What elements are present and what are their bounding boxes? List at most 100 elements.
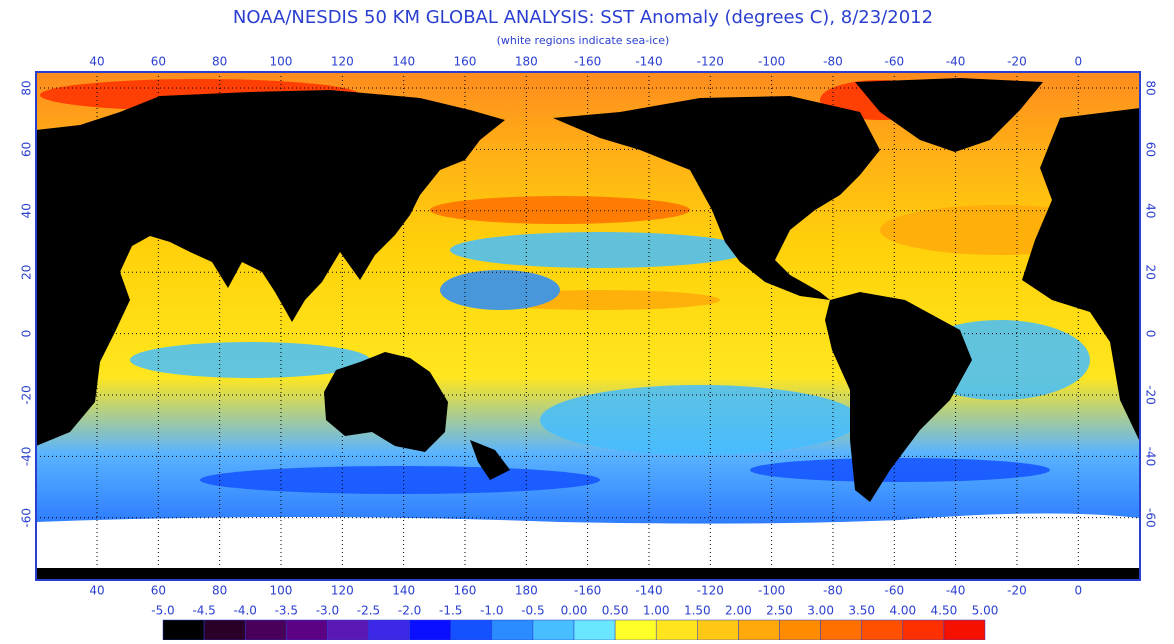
land	[36, 78, 1140, 502]
longitude-label-bottom: -120	[697, 584, 724, 598]
longitude-label-top: -60	[884, 55, 904, 69]
longitude-label-top: 180	[515, 55, 538, 69]
sea-ice	[36, 513, 1140, 580]
longitude-label-top: 120	[331, 55, 354, 69]
longitude-label-top: 80	[212, 55, 227, 69]
colorbar-swatch	[286, 619, 328, 641]
longitude-label-bottom: -100	[758, 584, 785, 598]
colorbar-swatch	[738, 619, 780, 641]
colorbar-label: -1.5	[439, 604, 462, 618]
colorbar-swatch	[614, 619, 657, 641]
longitude-label-bottom: 100	[270, 584, 293, 598]
colorbar-label: 4.50	[931, 604, 958, 618]
colorbar-swatch	[409, 619, 451, 641]
longitude-label-bottom: 140	[392, 584, 415, 598]
latitude-label-left: 20	[20, 265, 34, 280]
latitude-label-right: -40	[1144, 447, 1158, 467]
longitude-label-top: -20	[1007, 55, 1027, 69]
latitude-label-left: -20	[20, 385, 34, 405]
colorbar-label: -5.0	[151, 604, 174, 618]
latitude-label-right: -60	[1144, 508, 1158, 528]
longitude-label-top: -100	[758, 55, 785, 69]
latitude-label-right: 40	[1144, 203, 1158, 218]
colorbar-label: -2.0	[398, 604, 421, 618]
colorbar-swatch	[532, 619, 575, 641]
longitude-label-top: -160	[574, 55, 601, 69]
colorbar-label: 2.00	[725, 604, 752, 618]
longitude-label-top: -120	[697, 55, 724, 69]
longitude-label-bottom: -60	[884, 584, 904, 598]
latitude-label-right: 20	[1144, 265, 1158, 280]
longitude-label-top: 100	[270, 55, 293, 69]
colorbar-label: -4.0	[233, 604, 256, 618]
latitude-label-right: -20	[1144, 385, 1158, 405]
latitude-label-left: 60	[20, 142, 34, 157]
longitude-label-bottom: 160	[454, 584, 477, 598]
colorbar-swatch	[779, 619, 821, 641]
colorbar-swatch	[162, 619, 205, 641]
colorbar-swatch	[450, 619, 493, 641]
longitude-label-bottom: -40	[946, 584, 966, 598]
colorbar-swatch	[491, 619, 534, 641]
colorbar-label: -0.5	[521, 604, 544, 618]
longitude-label-bottom: 180	[515, 584, 538, 598]
title: NOAA/NESDIS 50 KM GLOBAL ANALYSIS: SST A…	[233, 7, 933, 28]
latitude-label-left: -60	[20, 508, 34, 528]
colorbar-label: -4.5	[192, 604, 215, 618]
longitude-label-bottom: 60	[151, 584, 166, 598]
longitude-label-bottom: 0	[1074, 584, 1082, 598]
longitude-label-bottom: 80	[212, 584, 227, 598]
colorbar-label: 0.00	[561, 604, 588, 618]
colorbar-label: 4.00	[889, 604, 916, 618]
latitude-label-left: 40	[20, 203, 34, 218]
map-image	[36, 72, 1140, 580]
latitude-label-left: 0	[20, 330, 34, 338]
longitude-label-top: 160	[454, 55, 477, 69]
colorbar-swatch	[368, 619, 410, 641]
colorbar-label: 2.50	[766, 604, 793, 618]
latitude-label-left: 80	[20, 80, 34, 95]
latitude-label-right: 60	[1144, 142, 1158, 157]
longitude-label-top: 40	[89, 55, 104, 69]
colorbar-swatch	[244, 619, 287, 641]
longitude-label-top: 0	[1074, 55, 1082, 69]
colorbar-label: 1.00	[643, 604, 670, 618]
longitude-label-top: 60	[151, 55, 166, 69]
colorbar-swatch	[573, 619, 616, 641]
colorbar-swatch	[943, 619, 986, 641]
map-frame	[35, 71, 1141, 581]
colorbar: -5.0 -4.5 -4.0 -3.5 -3.0 -2.5 -2.0 -1.5 -1.0 -0.5…	[151, 604, 998, 641]
colorbar-label: 1.50	[684, 604, 711, 618]
latitude-label-left: -40	[20, 447, 34, 467]
colorbar-swatch	[327, 619, 369, 641]
longitude-label-top: -80	[823, 55, 843, 69]
axis-labels: 40 40 60 60 80 80 100 100 120 120 140 140 160 160 180 1…	[20, 55, 1158, 598]
colorbar-label: -3.5	[275, 604, 298, 618]
colorbar-swatch	[820, 619, 862, 641]
colorbar-label: -1.0	[480, 604, 503, 618]
graticule	[36, 72, 1140, 580]
antarctica	[36, 568, 1140, 580]
longitude-label-bottom: 40	[89, 584, 104, 598]
colorbar-label: 0.50	[602, 604, 629, 618]
colorbar-label: -2.5	[357, 604, 380, 618]
colorbar-label: 3.50	[848, 604, 875, 618]
colorbar-swatch	[902, 619, 945, 641]
longitude-label-top: -140	[635, 55, 662, 69]
colorbar-label: -3.0	[316, 604, 339, 618]
longitude-label-bottom: -140	[635, 584, 662, 598]
latitude-label-right: 80	[1144, 80, 1158, 95]
longitude-label-bottom: -160	[574, 584, 601, 598]
colorbar-swatch	[861, 619, 904, 641]
colorbar-swatch	[655, 619, 698, 641]
longitude-label-top: -40	[946, 55, 966, 69]
subtitle: (white regions indicate sea-ice)	[497, 34, 670, 47]
longitude-label-bottom: 120	[331, 584, 354, 598]
colorbar-swatch	[697, 619, 739, 641]
longitude-label-bottom: -20	[1007, 584, 1027, 598]
longitude-label-bottom: -80	[823, 584, 843, 598]
latitude-label-right: 0	[1144, 330, 1158, 338]
longitude-label-top: 140	[392, 55, 415, 69]
